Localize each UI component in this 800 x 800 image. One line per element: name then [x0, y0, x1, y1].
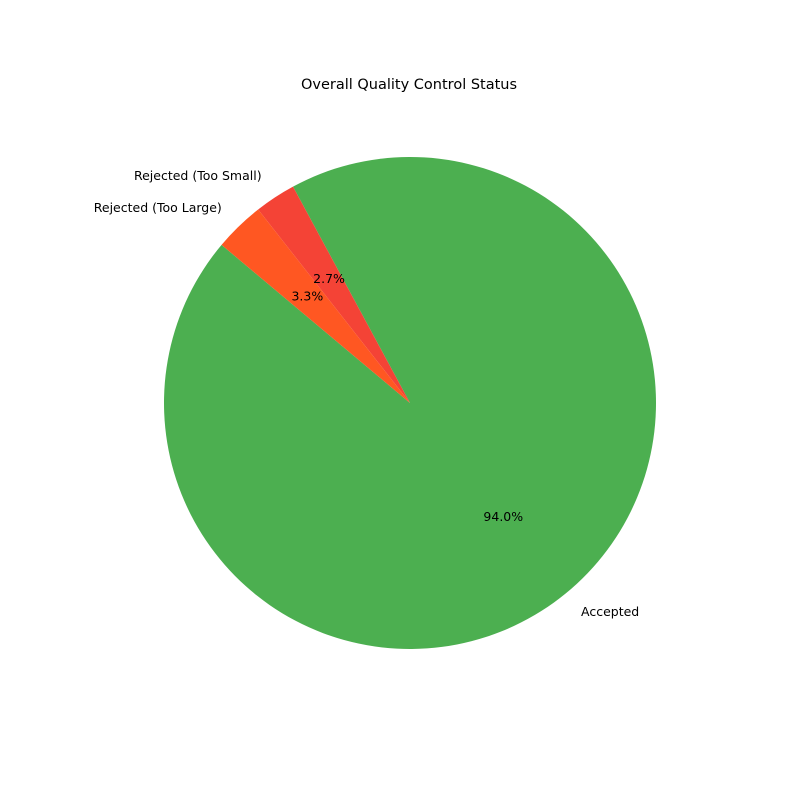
- pie-slice-accepted: [164, 156, 656, 649]
- pie-slice-rejected-too-large: [221, 209, 410, 403]
- chart-title: Overall Quality Control Status: [301, 77, 517, 93]
- pie-slice-rejected-too-small: [258, 186, 410, 403]
- slice-percent-accepted: 94.0%: [483, 509, 523, 524]
- slice-percent-rejected-too-large: 3.3%: [291, 288, 323, 303]
- pie-labels: Accepted 94.0% Rejected (Too Small) 2.7% Rej…: [94, 168, 640, 619]
- pie-slices: [164, 156, 656, 649]
- slice-percent-rejected-too-small: 2.7%: [313, 271, 345, 286]
- slice-label-accepted: Accepted: [581, 604, 639, 619]
- slice-label-rejected-too-large: Rejected (Too Large): [94, 200, 222, 215]
- slice-label-rejected-too-small: Rejected (Too Small): [134, 168, 262, 183]
